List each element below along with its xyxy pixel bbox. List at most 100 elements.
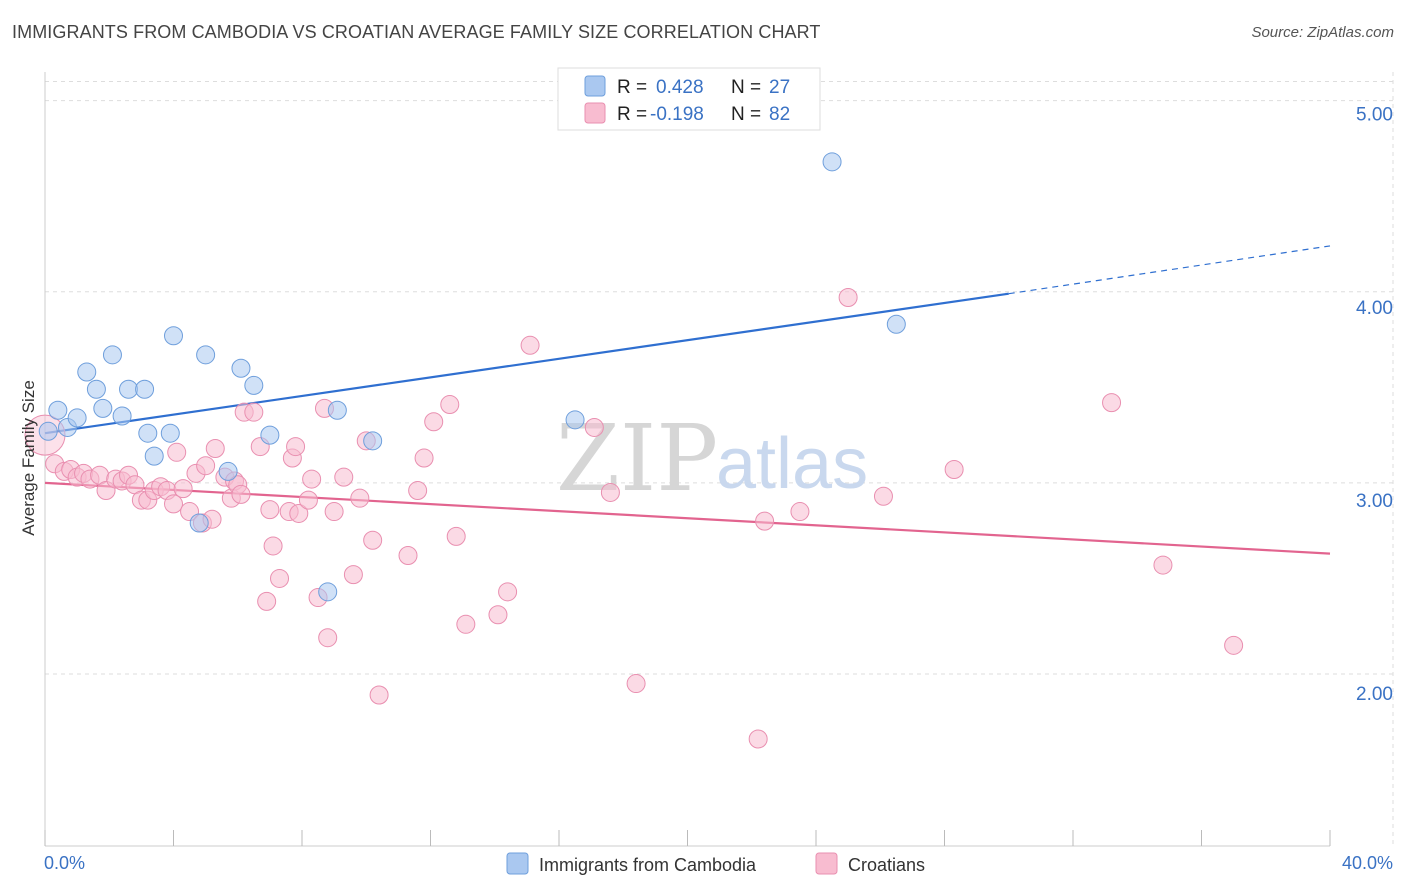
croatian-point <box>873 486 893 506</box>
y-tick-label: 5.00 <box>1356 105 1393 126</box>
croatian-point <box>408 481 428 501</box>
croatian-point <box>270 568 290 588</box>
legend-n-value-1: 27 <box>769 77 790 98</box>
legend-r-value-1: 0.428 <box>656 77 704 98</box>
y-axis-label: Average Family Size <box>19 380 38 536</box>
croatian-point <box>302 469 322 489</box>
cambodia-point <box>218 461 238 481</box>
croatian-point <box>257 591 277 611</box>
cambodia-point <box>102 345 122 365</box>
croatian-point <box>498 582 518 602</box>
legend-swatch-croatian <box>584 102 606 124</box>
x-max-label: 40.0% <box>1342 853 1393 873</box>
croatian-point <box>324 502 344 522</box>
legend-r-value-2: -0.198 <box>650 104 704 125</box>
cambodia-point <box>318 582 338 602</box>
croatian-point <box>600 482 620 502</box>
croatian-point <box>456 614 476 634</box>
croatian-point <box>298 490 318 510</box>
trend-lines <box>44 245 1331 555</box>
chart-title: IMMIGRANTS FROM CAMBODIA VS CROATIAN AVE… <box>12 22 821 42</box>
croatian-point <box>260 500 280 520</box>
cambodia-point <box>138 423 158 443</box>
bottom-legend-croatian: Croatians <box>848 855 925 875</box>
croatian-point <box>414 448 434 468</box>
cambodia-point <box>231 358 251 378</box>
cambodia-trend-line <box>44 292 1009 435</box>
croatian-point <box>369 685 389 705</box>
cambodia-points <box>38 152 906 602</box>
legend-n-value-2: 82 <box>769 104 790 125</box>
bottom-legend-swatch-croatian <box>815 852 838 875</box>
cambodia-point <box>77 362 97 382</box>
croatian-point <box>446 526 466 546</box>
cambodia-point <box>93 398 113 418</box>
croatian-point <box>424 412 444 432</box>
croatian-point <box>350 488 370 508</box>
cambodia-point <box>119 379 139 399</box>
croatian-point <box>1102 393 1122 413</box>
croatian-point <box>584 417 604 437</box>
y-tick-labels: 2.00 3.00 4.00 5.00 <box>1356 105 1393 705</box>
cambodia-point <box>363 431 383 451</box>
cambodia-point <box>196 345 216 365</box>
croatian-point <box>318 628 338 648</box>
bottom-legend-cambodia: Immigrants from Cambodia <box>539 855 757 875</box>
cambodia-point <box>135 379 155 399</box>
croatian-trend-line <box>44 481 1331 555</box>
croatian-point <box>343 565 363 585</box>
cambodia-point <box>48 400 68 420</box>
legend-box: R = 0.428 N = 27 R = -0.198 N = 82 <box>557 67 821 131</box>
cambodia-point <box>112 406 132 426</box>
bottom-legend-swatch-cambodia <box>506 852 529 875</box>
croatian-point <box>488 605 508 625</box>
cambodia-point <box>822 152 842 172</box>
legend-r-label-1: R = <box>617 77 647 98</box>
y-tick-label: 2.00 <box>1356 684 1393 705</box>
croatian-point <box>196 456 216 476</box>
croatian-point <box>838 288 858 308</box>
croatian-point <box>164 494 183 514</box>
croatian-point <box>440 395 460 415</box>
croatian-point <box>263 536 283 556</box>
cambodia-point <box>144 446 164 466</box>
watermark-atlas: atlas <box>716 424 868 504</box>
cambodia-point <box>189 513 209 533</box>
source-label: Source: ZipAtlas.com <box>1251 24 1394 41</box>
cambodia-trend-extension <box>1008 245 1331 295</box>
croatian-point <box>363 530 383 550</box>
x-min-label: 0.0% <box>44 853 85 873</box>
y-tick-label: 3.00 <box>1356 491 1393 512</box>
x-tick-marks <box>44 830 1331 846</box>
legend-r-label-2: R = <box>617 104 647 125</box>
croatian-point <box>1224 635 1244 655</box>
legend-swatch-cambodia <box>584 75 606 97</box>
bottom-legend: Immigrants from Cambodia Croatians <box>506 852 925 875</box>
croatian-point <box>205 438 225 458</box>
croatian-point <box>334 467 354 487</box>
cambodia-point <box>565 410 585 430</box>
legend-n-label-1: N = <box>731 77 761 98</box>
croatian-point <box>748 729 768 749</box>
cambodia-point <box>38 421 58 441</box>
cambodia-point <box>160 423 180 443</box>
croatian-point <box>289 503 309 523</box>
croatian-point <box>790 502 810 522</box>
croatian-point <box>755 511 775 531</box>
y-tick-label: 4.00 <box>1356 298 1393 319</box>
croatian-point <box>173 479 193 499</box>
cambodia-point <box>886 314 906 334</box>
cambodia-point <box>164 326 183 346</box>
croatian-point <box>244 402 264 422</box>
cambodia-point <box>260 425 280 445</box>
legend-n-label-2: N = <box>731 104 761 125</box>
cambodia-point <box>327 400 347 420</box>
croatian-point <box>167 442 187 462</box>
cambodia-point <box>67 408 87 428</box>
cambodia-point <box>86 379 106 399</box>
croatian-point <box>231 484 251 504</box>
croatian-point <box>520 335 540 355</box>
croatian-point <box>398 546 418 566</box>
croatian-point <box>1153 555 1173 575</box>
croatian-point <box>626 674 646 694</box>
